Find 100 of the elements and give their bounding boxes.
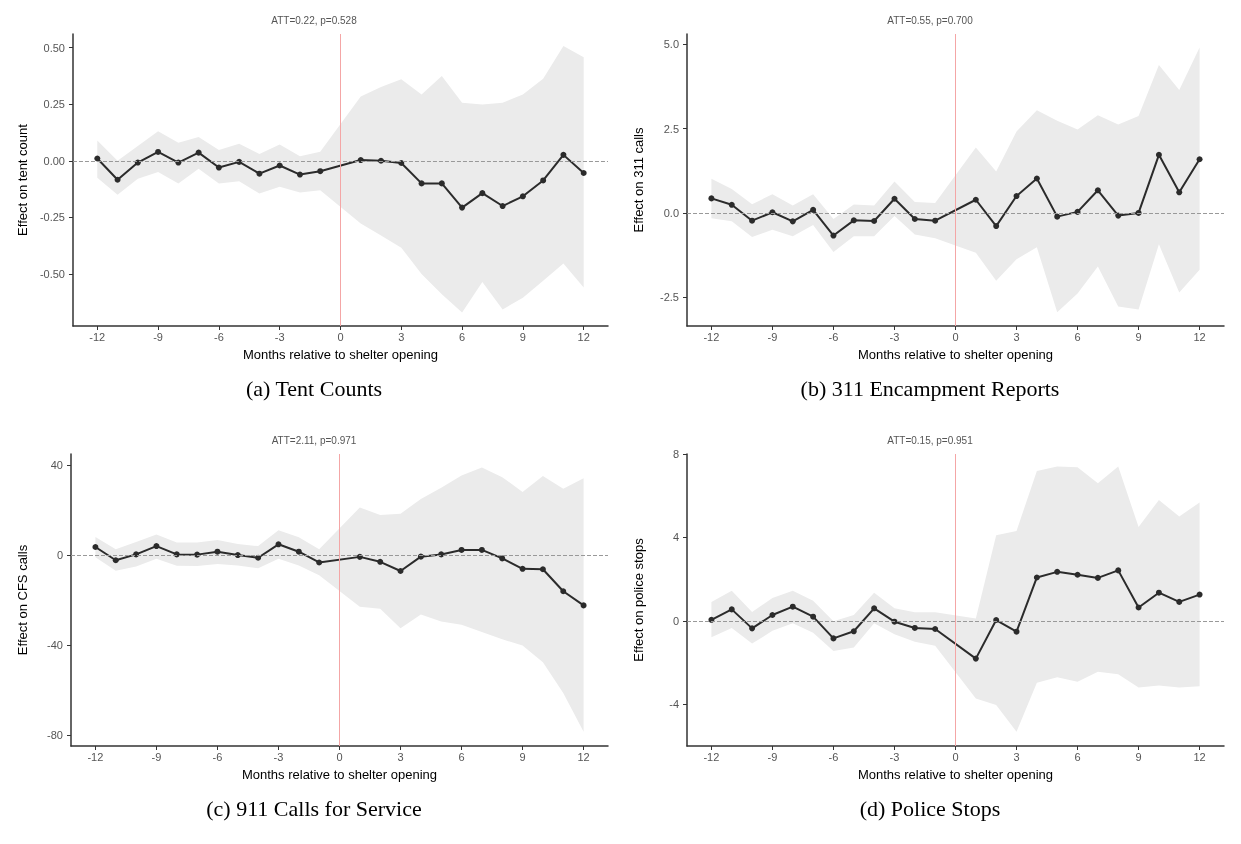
y-tick-label: 0 (672, 614, 679, 627)
point (891, 195, 898, 202)
point (993, 223, 1000, 230)
point (1135, 604, 1142, 611)
y-tick-label: -0.25 (39, 211, 65, 224)
y-axis-title: Effect on tent count (15, 123, 30, 236)
point (276, 162, 283, 169)
point (215, 164, 222, 171)
point (256, 170, 263, 177)
x-tick-label: -6 (828, 750, 839, 763)
point (1033, 574, 1040, 581)
chart-title: ATT=0.55, p=0.700 (887, 14, 974, 26)
point (499, 203, 506, 210)
point (296, 171, 303, 178)
point (580, 169, 587, 176)
x-tick-label: -3 (274, 330, 285, 343)
y-tick-label: 5.0 (663, 38, 679, 51)
point (769, 612, 776, 619)
point (519, 193, 526, 200)
point (789, 218, 796, 225)
x-tick-label: -12 (89, 330, 106, 343)
point (789, 603, 796, 610)
y-tick-label: -4 (669, 698, 679, 711)
x-axis-title: Months relative to shelter opening (857, 347, 1054, 362)
point (1094, 187, 1101, 194)
point (539, 566, 546, 573)
y-axis-title: Effect on 311 calls (631, 126, 646, 233)
chart-title: ATT=0.22, p=0.528 (271, 14, 358, 26)
point (275, 541, 282, 548)
x-tick-label: 6 (1074, 750, 1081, 763)
y-tick-label: -2.5 (660, 291, 679, 304)
point (255, 554, 262, 561)
point (478, 546, 485, 553)
x-axis-title: Months relative to shelter opening (857, 767, 1054, 782)
x-tick-label: 6 (1074, 330, 1081, 343)
y-tick-label: -80 (47, 728, 63, 741)
y-tick-label: -0.50 (39, 267, 65, 280)
chart-title: ATT=0.15, p=0.951 (887, 434, 974, 446)
x-tick-label: 0 (952, 330, 959, 343)
x-tick-label: -9 (767, 750, 778, 763)
point (911, 624, 918, 631)
x-tick-label: 0 (337, 330, 344, 343)
x-tick-label: 9 (519, 330, 526, 343)
point (871, 218, 878, 225)
point (1196, 591, 1203, 598)
point (932, 217, 939, 224)
point (850, 628, 857, 635)
point (1176, 598, 1183, 605)
point (458, 546, 465, 553)
point (972, 196, 979, 203)
point (1054, 213, 1061, 220)
point (810, 613, 817, 620)
point (810, 206, 817, 213)
x-tick-label: -6 (212, 750, 223, 763)
x-tick-label: -6 (828, 330, 839, 343)
point (1155, 151, 1162, 158)
point (153, 543, 160, 550)
point (708, 195, 715, 202)
point (519, 565, 526, 572)
point (580, 602, 587, 609)
point (932, 625, 939, 632)
point (560, 588, 567, 595)
point (850, 217, 857, 224)
point (540, 177, 547, 184)
x-axis-title: Months relative to shelter opening (242, 347, 439, 362)
x-tick-label: -3 (889, 750, 900, 763)
point (195, 149, 202, 156)
x-tick-label: 12 (1193, 330, 1206, 343)
x-tick-label: 3 (1013, 330, 1020, 343)
x-tick-label: 12 (577, 750, 590, 763)
point (1115, 567, 1122, 574)
x-tick-label: -6 (214, 330, 224, 343)
chart-title: ATT=2.11, p=0.971 (271, 434, 357, 446)
y-tick-label: 0 (56, 549, 63, 562)
point (749, 625, 756, 632)
point (316, 559, 323, 566)
x-tick-label: 9 (519, 750, 526, 763)
point (728, 201, 735, 208)
y-tick-label: 0.25 (43, 98, 65, 111)
point (92, 543, 99, 550)
x-tick-label: -9 (153, 330, 163, 343)
point (1074, 571, 1081, 578)
y-tick-label: 4 (672, 531, 679, 544)
point (397, 568, 404, 575)
point (749, 217, 756, 224)
point (459, 204, 466, 211)
y-tick-label: 0.0 (663, 206, 679, 219)
point (1094, 574, 1101, 581)
x-tick-label: 9 (1135, 330, 1142, 343)
x-tick-label: 0 (336, 750, 343, 763)
y-tick-label: 2.5 (663, 122, 679, 135)
point (1054, 568, 1061, 575)
x-tick-label: 3 (398, 330, 405, 343)
point (1115, 212, 1122, 219)
point (418, 180, 425, 187)
y-tick-label: 40 (50, 459, 63, 472)
y-tick-label: 0.50 (43, 41, 65, 54)
point (295, 548, 302, 555)
point (871, 605, 878, 612)
point (479, 190, 486, 197)
